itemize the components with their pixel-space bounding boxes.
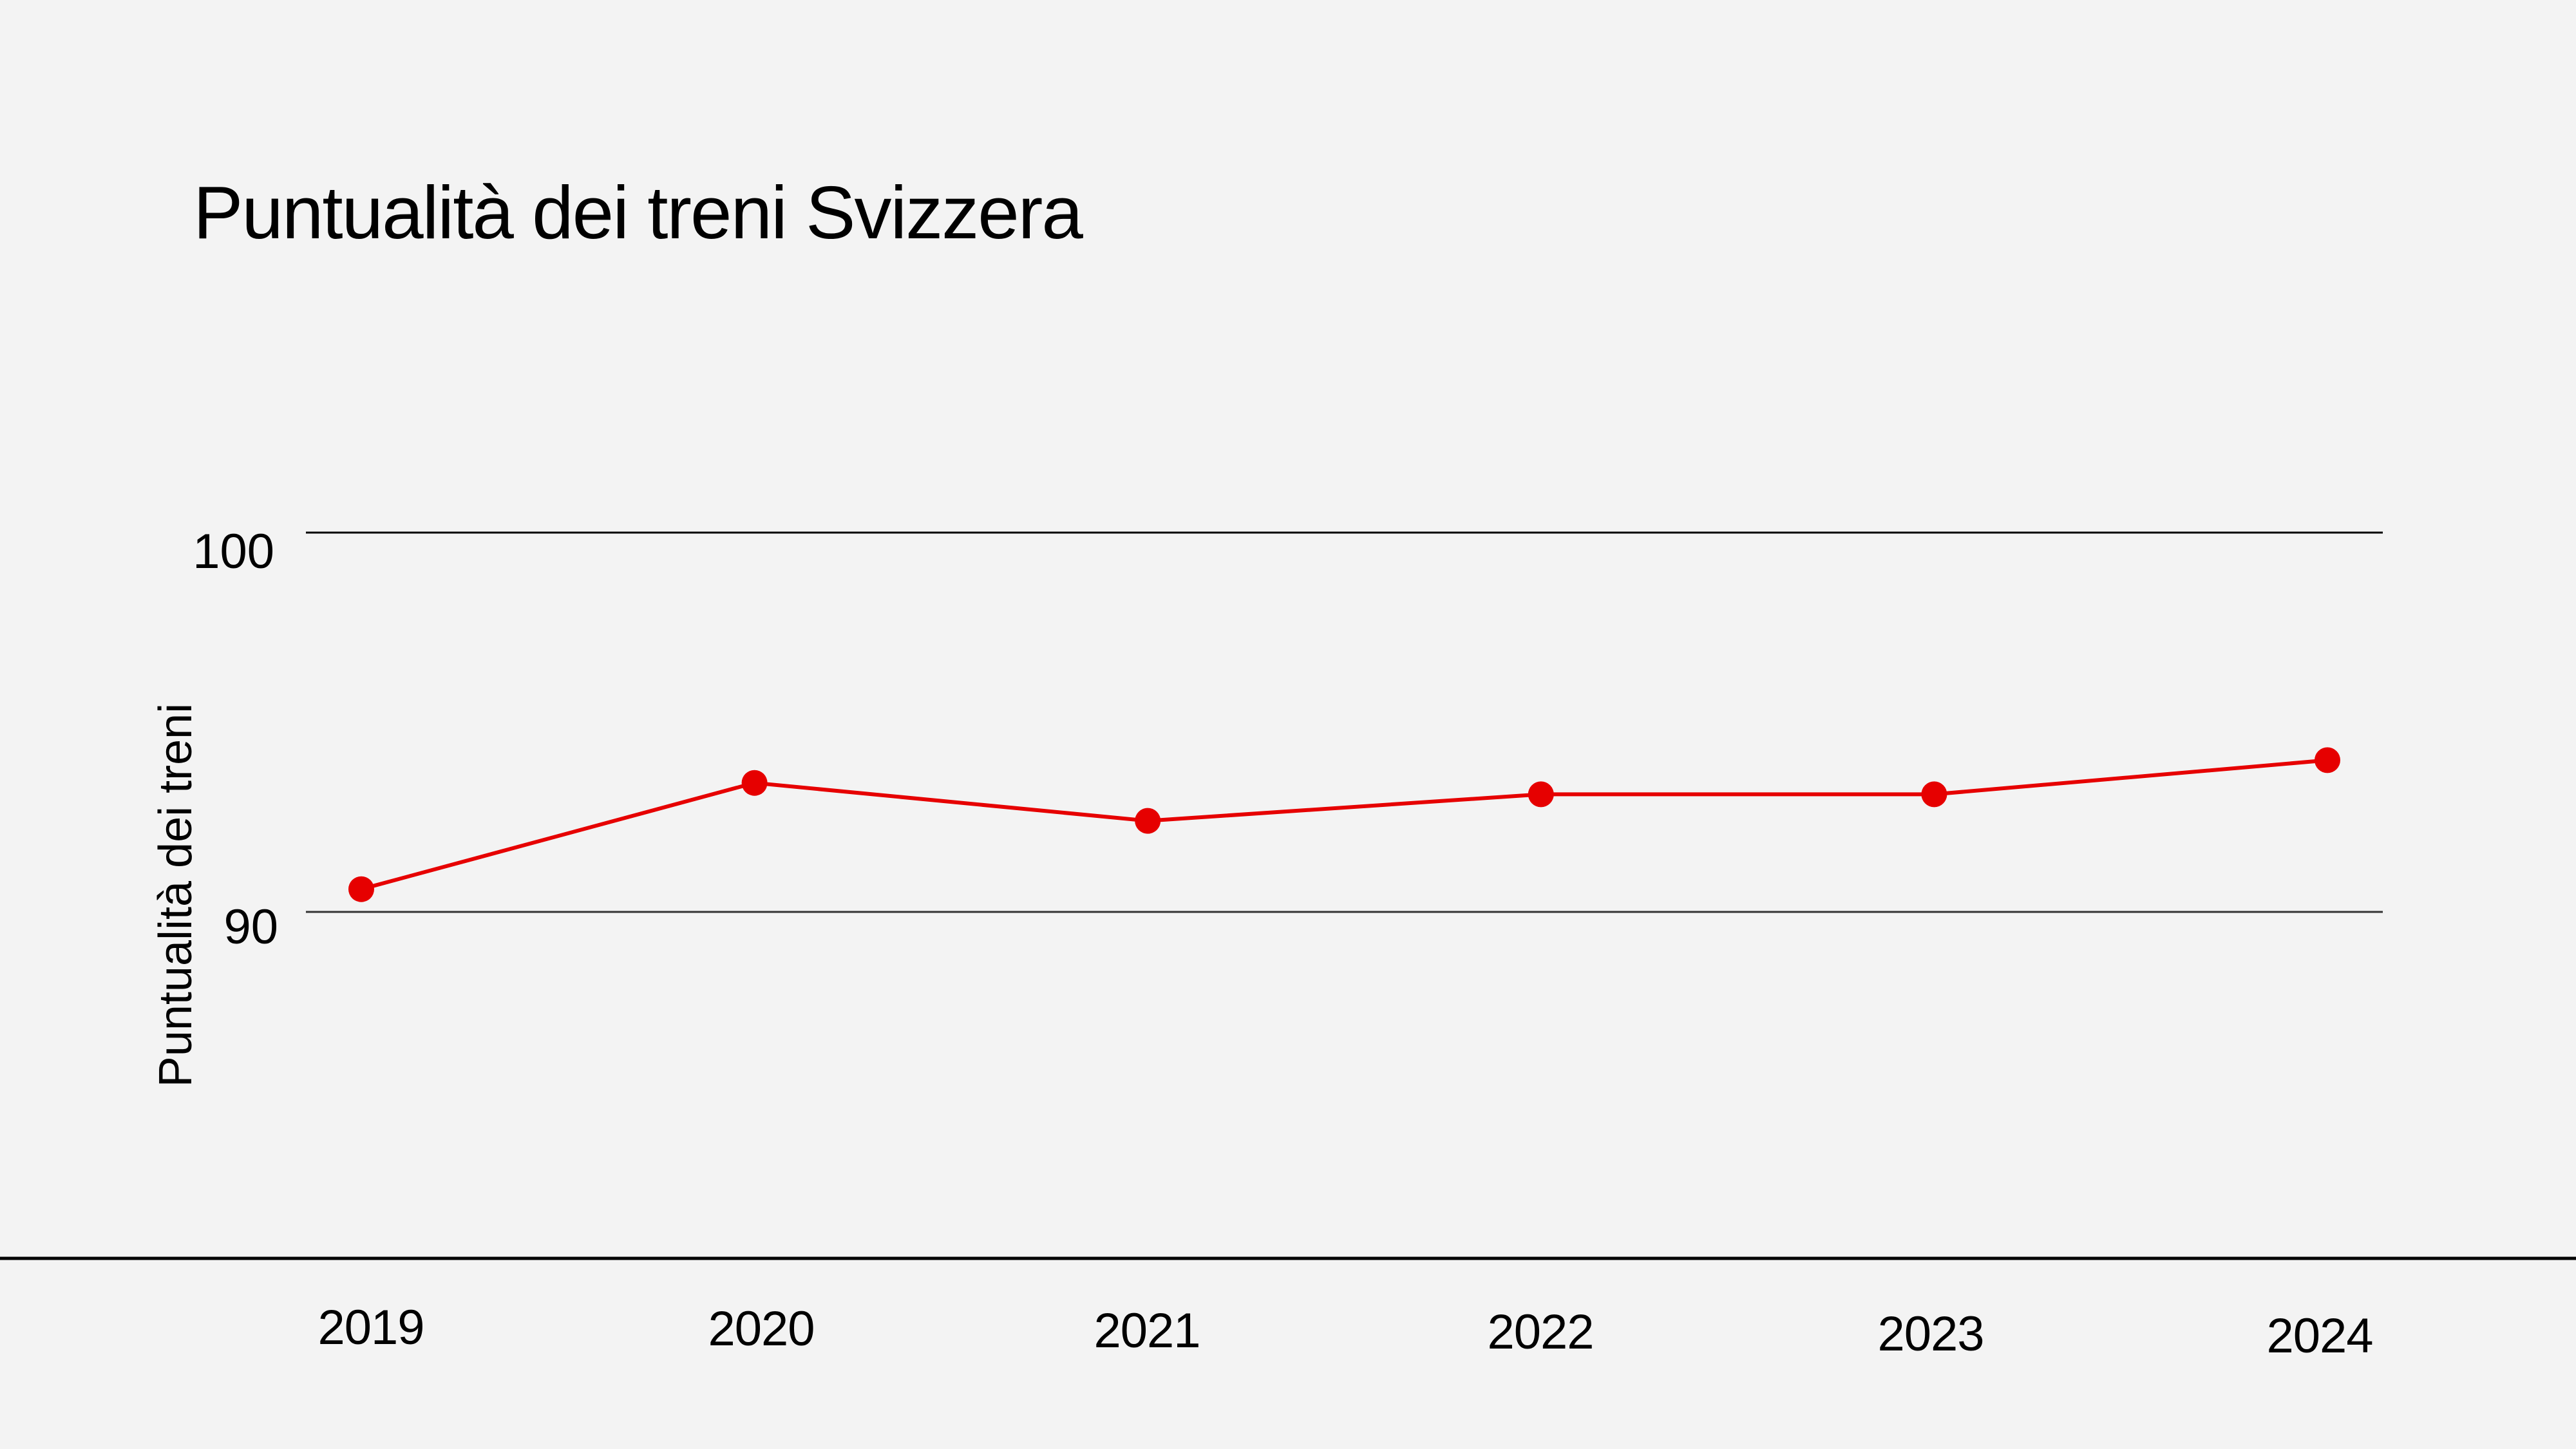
data-point-2021 [1135,808,1161,834]
x-tick-label-2021: 2021 [1094,1303,1200,1358]
x-tick-label-2024: 2024 [2266,1309,2373,1363]
y-tick-label-100: 100 [193,524,274,579]
data-point-2023 [1921,781,1947,808]
x-tick-label-2020: 2020 [708,1302,815,1356]
chart-title: Puntualità dei treni Svizzera [193,171,1083,254]
y-tick-label-90: 90 [223,900,278,954]
data-point-2024 [2315,747,2340,773]
x-tick-label-2023: 2023 [1877,1307,1984,1361]
data-point-2020 [741,770,768,796]
x-tick-label-2022: 2022 [1487,1305,1594,1359]
data-point-2022 [1528,781,1554,808]
series-line [361,758,2328,891]
data-point-2019 [348,876,374,902]
x-tick-label-2019: 2019 [317,1300,424,1355]
series-markers [348,747,2340,902]
